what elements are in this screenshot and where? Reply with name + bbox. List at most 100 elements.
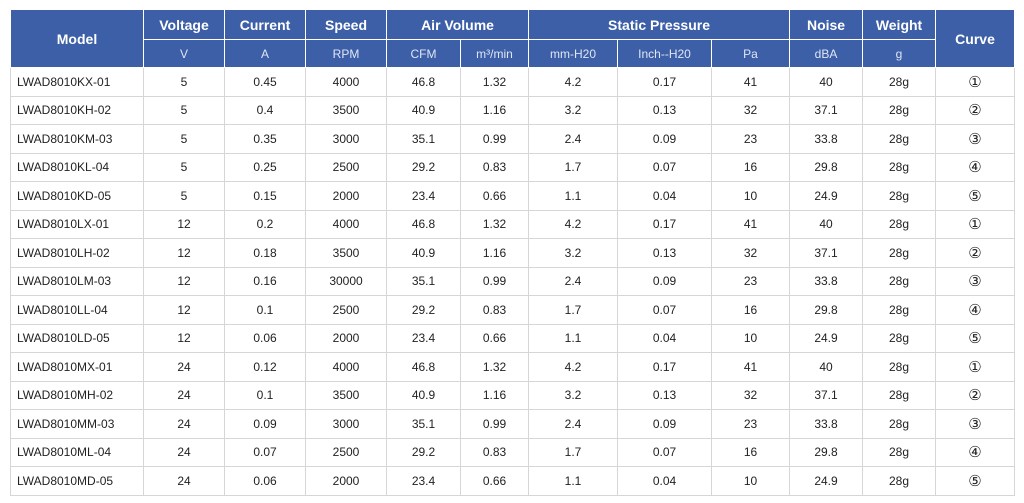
- cell-speed: 2500: [305, 152, 387, 182]
- cell-model: LWAD8010ML-04: [10, 437, 144, 467]
- cell-model: LWAD8010MM-03: [10, 409, 144, 439]
- cell-weight: 28g: [862, 266, 937, 296]
- cell-voltage: 12: [143, 323, 225, 353]
- cell-m3-min: 1.32: [460, 209, 529, 239]
- header-model: Model: [10, 9, 144, 68]
- table-row: LWAD8010LH-02 12 0.18 3500 40.9 1.16 3.2 0.13 32…: [10, 238, 1016, 268]
- cell-m3-min: 1.16: [460, 95, 529, 125]
- header-static-pressure: Static Pressure: [527, 9, 791, 40]
- cell-inch-h2o: 0.17: [617, 352, 712, 382]
- cell-cfm: 29.2: [386, 295, 461, 325]
- cell-voltage: 5: [143, 181, 225, 211]
- cell-weight: 28g: [862, 380, 937, 410]
- cell-cfm: 40.9: [386, 238, 461, 268]
- cell-current: 0.25: [224, 152, 306, 182]
- cell-current: 0.18: [224, 238, 306, 268]
- cell-current: 0.4: [224, 95, 306, 125]
- cell-cfm: 46.8: [386, 67, 461, 97]
- cell-model: LWAD8010KX-01: [10, 67, 144, 97]
- cell-mm-h2o: 1.1: [528, 181, 618, 211]
- cell-pa: 16: [710, 295, 791, 325]
- cell-curve: ④: [935, 437, 1016, 467]
- cell-current: 0.1: [224, 295, 306, 325]
- cell-inch-h2o: 0.07: [617, 295, 712, 325]
- cell-inch-h2o: 0.13: [617, 380, 712, 410]
- cell-model: LWAD8010LH-02: [10, 238, 144, 268]
- cell-mm-h2o: 2.4: [528, 266, 618, 296]
- cell-weight: 28g: [862, 409, 937, 439]
- table-row: LWAD8010MH-02 24 0.1 3500 40.9 1.16 3.2 0.13 32 3…: [10, 380, 1016, 410]
- cell-cfm: 35.1: [386, 124, 461, 154]
- cell-weight: 28g: [862, 181, 937, 211]
- cell-speed: 2000: [305, 181, 387, 211]
- cell-cfm: 40.9: [386, 380, 461, 410]
- cell-cfm: 46.8: [386, 352, 461, 382]
- cell-speed: 4000: [305, 352, 387, 382]
- cell-curve: ④: [935, 152, 1016, 182]
- cell-cfm: 23.4: [386, 323, 461, 353]
- cell-noise: 24.9: [789, 466, 864, 496]
- cell-noise: 40: [789, 67, 864, 97]
- cell-curve: ②: [935, 380, 1016, 410]
- cell-model: LWAD8010KM-03: [10, 124, 144, 154]
- table-row: LWAD8010KX-01 5 0.45 4000 46.8 1.32 4.2 0.17 41 4…: [10, 67, 1016, 97]
- cell-inch-h2o: 0.09: [617, 409, 712, 439]
- cell-current: 0.15: [224, 181, 306, 211]
- cell-pa: 10: [710, 181, 791, 211]
- cell-weight: 28g: [862, 466, 937, 496]
- cell-mm-h2o: 4.2: [528, 67, 618, 97]
- cell-mm-h2o: 1.7: [528, 152, 618, 182]
- cell-inch-h2o: 0.07: [617, 152, 712, 182]
- header-air-volume: Air Volume: [386, 9, 529, 40]
- cell-model: LWAD8010LX-01: [10, 209, 144, 239]
- cell-curve: ③: [935, 409, 1016, 439]
- cell-pa: 23: [710, 124, 791, 154]
- cell-pa: 23: [710, 409, 791, 439]
- cell-voltage: 5: [143, 95, 225, 125]
- cell-weight: 28g: [862, 152, 937, 182]
- cell-curve: ①: [935, 209, 1016, 239]
- unit-cfm: CFM: [386, 39, 461, 68]
- cell-noise: 29.8: [789, 437, 864, 467]
- cell-weight: 28g: [862, 209, 937, 239]
- unit-inchh2o: Inch--H20: [617, 39, 712, 68]
- cell-curve: ①: [935, 67, 1016, 97]
- cell-voltage: 24: [143, 466, 225, 496]
- cell-m3-min: 1.32: [460, 67, 529, 97]
- cell-cfm: 23.4: [386, 466, 461, 496]
- cell-pa: 32: [710, 238, 791, 268]
- cell-inch-h2o: 0.17: [617, 67, 712, 97]
- cell-cfm: 29.2: [386, 152, 461, 182]
- cell-inch-h2o: 0.04: [617, 466, 712, 496]
- table-body: LWAD8010KX-01 5 0.45 4000 46.8 1.32 4.2 0.17 41 4…: [10, 67, 1016, 496]
- cell-model: LWAD8010MD-05: [10, 466, 144, 496]
- cell-voltage: 5: [143, 152, 225, 182]
- cell-mm-h2o: 3.2: [528, 238, 618, 268]
- cell-weight: 28g: [862, 295, 937, 325]
- cell-pa: 10: [710, 323, 791, 353]
- table-row: LWAD8010KH-02 5 0.4 3500 40.9 1.16 3.2 0.13 32 37…: [10, 95, 1016, 125]
- unit-volt: V: [143, 39, 225, 68]
- cell-voltage: 24: [143, 409, 225, 439]
- cell-m3-min: 0.83: [460, 152, 529, 182]
- cell-pa: 16: [710, 152, 791, 182]
- unit-row: V A RPM CFM m³/min mm-H20 Inch--H20 Pa dBA g: [11, 39, 1015, 68]
- cell-speed: 3500: [305, 380, 387, 410]
- cell-m3-min: 0.83: [460, 295, 529, 325]
- cell-noise: 40: [789, 352, 864, 382]
- cell-weight: 28g: [862, 323, 937, 353]
- cell-current: 0.2: [224, 209, 306, 239]
- cell-pa: 41: [710, 352, 791, 382]
- cell-curve: ③: [935, 124, 1016, 154]
- cell-weight: 28g: [862, 238, 937, 268]
- cell-mm-h2o: 1.7: [528, 437, 618, 467]
- cell-weight: 28g: [862, 437, 937, 467]
- cell-current: 0.1: [224, 380, 306, 410]
- table-row: LWAD8010LX-01 12 0.2 4000 46.8 1.32 4.2 0.17 41 4…: [10, 209, 1016, 239]
- unit-amp: A: [224, 39, 306, 68]
- unit-mmh2o: mm-H20: [528, 39, 618, 68]
- cell-pa: 32: [710, 380, 791, 410]
- unit-gram: g: [862, 39, 937, 68]
- cell-speed: 30000: [305, 266, 387, 296]
- cell-model: LWAD8010KH-02: [10, 95, 144, 125]
